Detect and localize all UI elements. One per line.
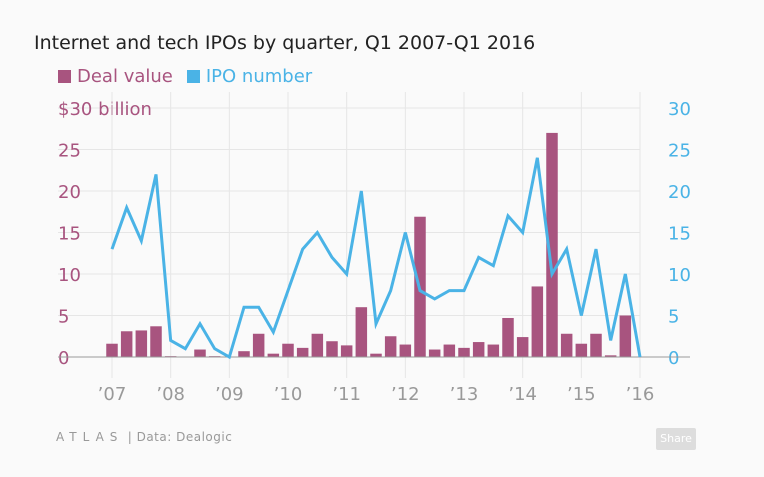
left-tick-label: 5	[58, 307, 69, 328]
ipo-number-line	[110, 157, 642, 360]
right-tick-label: 0	[668, 348, 679, 369]
x-tick-label: ’08	[156, 384, 185, 405]
left-tick-label: 15	[58, 224, 81, 245]
bar	[604, 355, 617, 357]
x-tick-label: ’13	[450, 384, 479, 405]
bar	[546, 132, 558, 357]
bar	[531, 286, 544, 357]
x-tick-label: ’10	[274, 384, 303, 405]
bar	[150, 326, 162, 357]
bar	[252, 333, 265, 357]
left-tick-label: 25	[58, 141, 81, 162]
source-text: Data: Dealogic	[136, 430, 233, 444]
x-tick-label: ’11	[332, 384, 361, 405]
bar	[487, 344, 500, 357]
bar	[238, 351, 250, 357]
x-tick-label: ’14	[508, 384, 537, 405]
x-tick-label: ’16	[626, 384, 655, 405]
legend-label: IPO number	[205, 66, 313, 87]
legend-label: Deal value	[77, 66, 173, 87]
bar	[399, 344, 412, 357]
left-tick-label: $30 billion	[58, 99, 152, 120]
bar	[516, 337, 529, 357]
plot-area: $30 billion 30 25 25 20 20 15 15 10 10 5 5 0 0 ’07 ’08 ’…	[58, 92, 691, 405]
bar	[458, 347, 470, 357]
bar	[311, 333, 324, 357]
left-tick-label: 0	[58, 348, 69, 369]
left-tick-label: 20	[58, 182, 81, 203]
bar	[384, 336, 397, 357]
x-tick-label: ’07	[98, 384, 127, 405]
x-tick-label: ’15	[567, 384, 596, 405]
right-tick-label: 20	[668, 182, 691, 203]
x-tick-label: ’09	[215, 384, 244, 405]
bar	[428, 349, 441, 357]
legend: Deal value IPO number	[58, 66, 312, 87]
bar	[267, 353, 280, 357]
bar	[560, 333, 573, 357]
legend-ipo-number: IPO number	[186, 66, 313, 87]
x-tick-label: ’12	[391, 384, 420, 405]
bar	[135, 330, 148, 357]
bar	[590, 333, 602, 357]
bar	[340, 345, 353, 357]
right-tick-label: 10	[668, 265, 691, 286]
bar	[619, 315, 632, 357]
footer: ATLAS | Data: Dealogic	[56, 430, 233, 444]
bar	[472, 342, 485, 357]
atlas-logo: ATLAS	[56, 430, 124, 444]
bar	[120, 331, 133, 357]
right-tick-label: 15	[668, 224, 691, 245]
right-tick-label: 5	[668, 307, 679, 328]
left-tick-label: 10	[58, 265, 81, 286]
bar	[355, 307, 368, 357]
bar	[194, 349, 206, 357]
bar	[575, 343, 588, 357]
bar	[282, 343, 294, 357]
share-button[interactable]: Share	[656, 428, 696, 450]
right-tick-label: 30	[668, 99, 691, 120]
legend-deal-value: Deal value	[58, 66, 173, 87]
bar	[370, 353, 382, 357]
bar	[502, 317, 514, 357]
bar	[326, 341, 338, 357]
bar	[296, 347, 309, 357]
right-tick-label: 25	[668, 141, 691, 162]
chart-title: Internet and tech IPOs by quarter, Q1 20…	[34, 32, 536, 54]
bar	[443, 344, 456, 357]
bar	[106, 343, 118, 357]
